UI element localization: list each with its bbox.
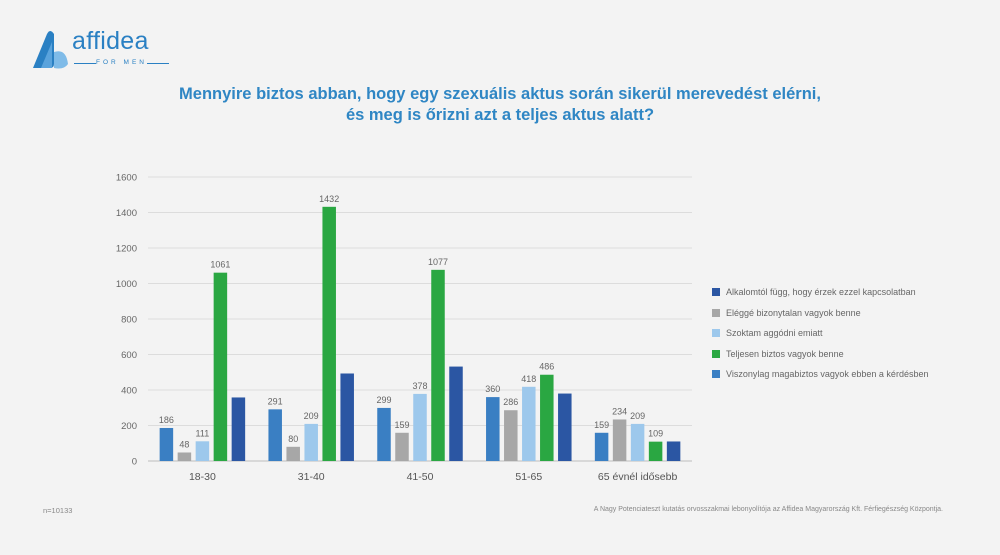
bar	[612, 419, 627, 461]
data-label: 209	[304, 411, 319, 421]
x-tick-label: 65 évnél idősebb	[598, 471, 678, 483]
bar	[486, 397, 500, 461]
legend-label: Eléggé bizonytalan vagyok benne	[726, 307, 861, 318]
affidea-logo: affidea FOR MEN	[30, 27, 170, 72]
bar	[213, 272, 228, 461]
x-tick-label: 51-65	[515, 471, 542, 483]
bar	[540, 374, 554, 461]
legend-swatch	[712, 308, 720, 317]
legend-label: Alkalomtól függ, hogy érzek ezzel kapcso…	[726, 287, 916, 298]
legend-item: Teljesen biztos vagyok benne	[712, 344, 928, 365]
source-note: A Nagy Potenciateszt kutatás orvosszakma…	[593, 506, 943, 513]
chart-title-line-2: és meg is őrizni azt a teljes aktus alat…	[345, 106, 655, 124]
chart-title: Mennyire biztos abban, hogy egy szexuáli…	[150, 84, 850, 126]
legend-swatch	[712, 370, 720, 379]
bar	[449, 366, 463, 461]
bar	[231, 397, 246, 461]
legend-label: Teljesen biztos vagyok benne	[726, 348, 844, 359]
legend-swatch	[712, 349, 720, 358]
bar	[522, 386, 536, 461]
y-tick-label: 1600	[116, 173, 137, 184]
bar	[340, 373, 354, 461]
bar	[594, 432, 609, 461]
legend-swatch	[712, 288, 720, 297]
data-label: 80	[288, 434, 298, 444]
bar	[413, 393, 427, 461]
bar	[558, 393, 572, 461]
legend-item: Szoktam aggódni emiatt	[712, 323, 928, 344]
bar	[268, 409, 282, 461]
y-tick-label: 200	[121, 421, 137, 432]
data-label: 234	[612, 406, 627, 416]
data-label: 418	[521, 374, 536, 384]
bar	[195, 441, 210, 461]
data-label: 159	[594, 420, 609, 430]
legend-item: Eléggé bizonytalan vagyok benne	[712, 303, 928, 324]
bar	[159, 427, 174, 461]
logo-mark-icon	[33, 31, 68, 69]
bar	[648, 441, 663, 461]
data-label: 109	[648, 429, 663, 439]
data-label: 1061	[210, 260, 230, 270]
bar	[431, 269, 445, 461]
x-tick-label: 18-30	[189, 471, 216, 483]
data-label: 299	[376, 395, 391, 405]
logo-subtext: FOR MEN	[74, 59, 169, 66]
data-label: 1077	[428, 257, 448, 267]
data-label: 378	[412, 381, 427, 391]
x-tick-label: 41-50	[407, 471, 434, 483]
bar	[177, 452, 192, 461]
y-tick-label: 1000	[116, 279, 137, 290]
bar	[304, 423, 318, 461]
legend-label: Viszonylag magabiztos vagyok ebben a kér…	[726, 369, 929, 380]
y-tick-label: 800	[121, 315, 137, 326]
bar	[395, 432, 409, 461]
data-label: 486	[539, 362, 554, 372]
legend-label: Szoktam aggódni emiatt	[726, 328, 823, 339]
y-tick-label: 1200	[116, 244, 137, 255]
legend-swatch	[712, 329, 720, 338]
chart-title-line-1: Mennyire biztos abban, hogy egy szexuáli…	[179, 85, 821, 103]
data-label: 111	[196, 428, 210, 438]
bar	[630, 423, 645, 461]
chart-legend: Alkalomtól függ, hogy érzek ezzel kapcso…	[712, 282, 928, 385]
x-tick-label: 31-40	[298, 471, 325, 483]
bar	[377, 407, 391, 461]
data-label: 286	[503, 397, 518, 407]
data-label: 209	[630, 411, 645, 421]
data-label: 291	[268, 396, 283, 406]
data-label: 186	[159, 415, 174, 425]
legend-item: Viszonylag magabiztos vagyok ebben a kér…	[712, 364, 928, 385]
logo-text: affidea	[72, 27, 149, 55]
y-tick-label: 1400	[116, 208, 137, 219]
bar	[322, 206, 336, 461]
data-label: 48	[179, 439, 189, 449]
data-label: 1432	[319, 194, 339, 204]
y-tick-label: 0	[132, 457, 137, 468]
y-tick-label: 400	[121, 386, 137, 397]
sample-size: n=10133	[43, 506, 73, 515]
data-label: 360	[485, 384, 500, 394]
bar	[666, 441, 681, 461]
y-tick-label: 600	[121, 350, 137, 361]
bar	[504, 410, 518, 461]
legend-item: Alkalomtól függ, hogy érzek ezzel kapcso…	[712, 282, 928, 303]
bar	[286, 446, 300, 461]
data-label: 159	[394, 420, 409, 430]
